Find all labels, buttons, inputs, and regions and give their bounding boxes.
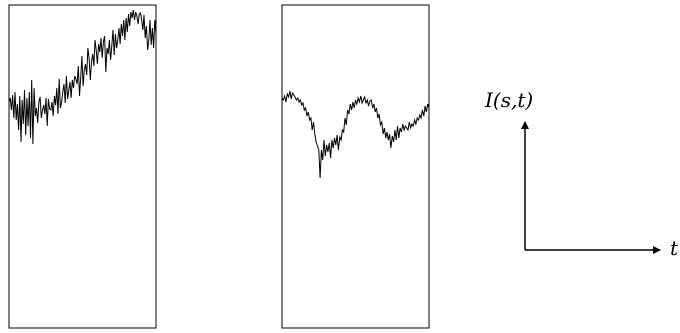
left-panel-signal-trace (8, 9, 157, 145)
right-panel-frame (281, 4, 430, 329)
left-panel (8, 4, 157, 329)
right-panel (281, 4, 430, 329)
axes-indicator: I(s,t) t (484, 88, 679, 260)
x-axis-label: t (670, 236, 679, 260)
y-axis-label: I(s,t) (484, 88, 533, 112)
left-panel-frame (8, 4, 157, 329)
right-panel-signal-trace (281, 90, 430, 179)
